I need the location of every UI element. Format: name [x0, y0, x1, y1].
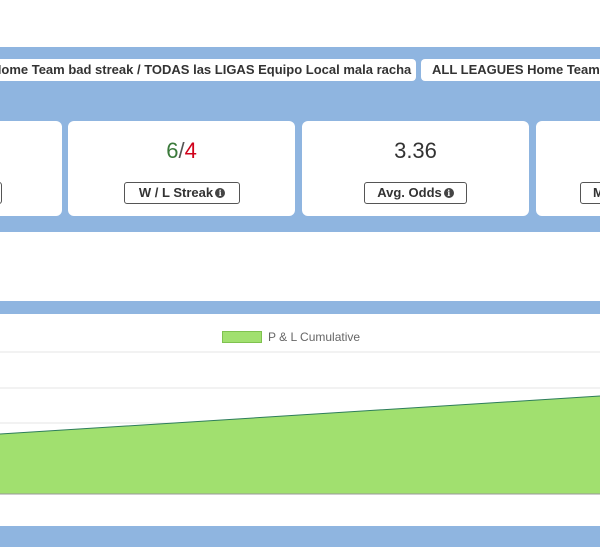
streak-label-button[interactable]: W / L Streak i: [124, 182, 240, 204]
stat-card-streak: 6/4 W / L Streak i: [68, 121, 295, 216]
avg-odds-label: Avg. Odds: [377, 185, 442, 200]
streak-label: W / L Streak: [138, 185, 214, 200]
streak-value: 6/4: [68, 138, 295, 164]
tab-label: ALL LEAGUES Home Team: [432, 62, 600, 77]
stat-card-partial-left: [0, 121, 62, 216]
legend-label: P & L Cumulative: [268, 330, 361, 344]
stat-label-button[interactable]: [0, 182, 2, 204]
bottom-band: [0, 526, 600, 547]
stat-label-button-partial[interactable]: M: [580, 182, 600, 204]
avg-odds-label-button[interactable]: Avg. Odds i: [364, 182, 467, 204]
tab-home-team-bad-streak-all-leagues[interactable]: Home Team bad streak / TODAS las LIGAS E…: [0, 59, 416, 81]
info-icon[interactable]: i: [443, 188, 454, 198]
tab-all-leagues-home-team[interactable]: ALL LEAGUES Home Team: [421, 59, 600, 81]
pl-cumulative-area: [0, 396, 600, 494]
chart-legend[interactable]: P & L Cumulative: [222, 329, 360, 345]
stat-label-partial: M: [593, 185, 600, 200]
info-icon[interactable]: i: [215, 188, 226, 198]
pl-cumulative-line: [0, 395, 600, 435]
avg-odds-value: 3.36: [394, 138, 437, 163]
streak-separator: /: [178, 138, 185, 163]
chart-header-band: [0, 301, 600, 314]
pl-cumulative-chart: [0, 351, 600, 495]
tab-label: Home Team bad streak / TODAS las LIGAS E…: [0, 62, 412, 77]
streak-wins: 6: [166, 138, 179, 163]
pl-chart-panel: [0, 314, 600, 526]
streak-losses: 4: [184, 138, 197, 163]
league-tabs-band: [0, 47, 600, 117]
legend-swatch: [222, 331, 262, 343]
stat-card-avg-odds: 3.36 Avg. Odds i: [302, 121, 529, 216]
stat-card-partial-right: M: [536, 121, 600, 216]
